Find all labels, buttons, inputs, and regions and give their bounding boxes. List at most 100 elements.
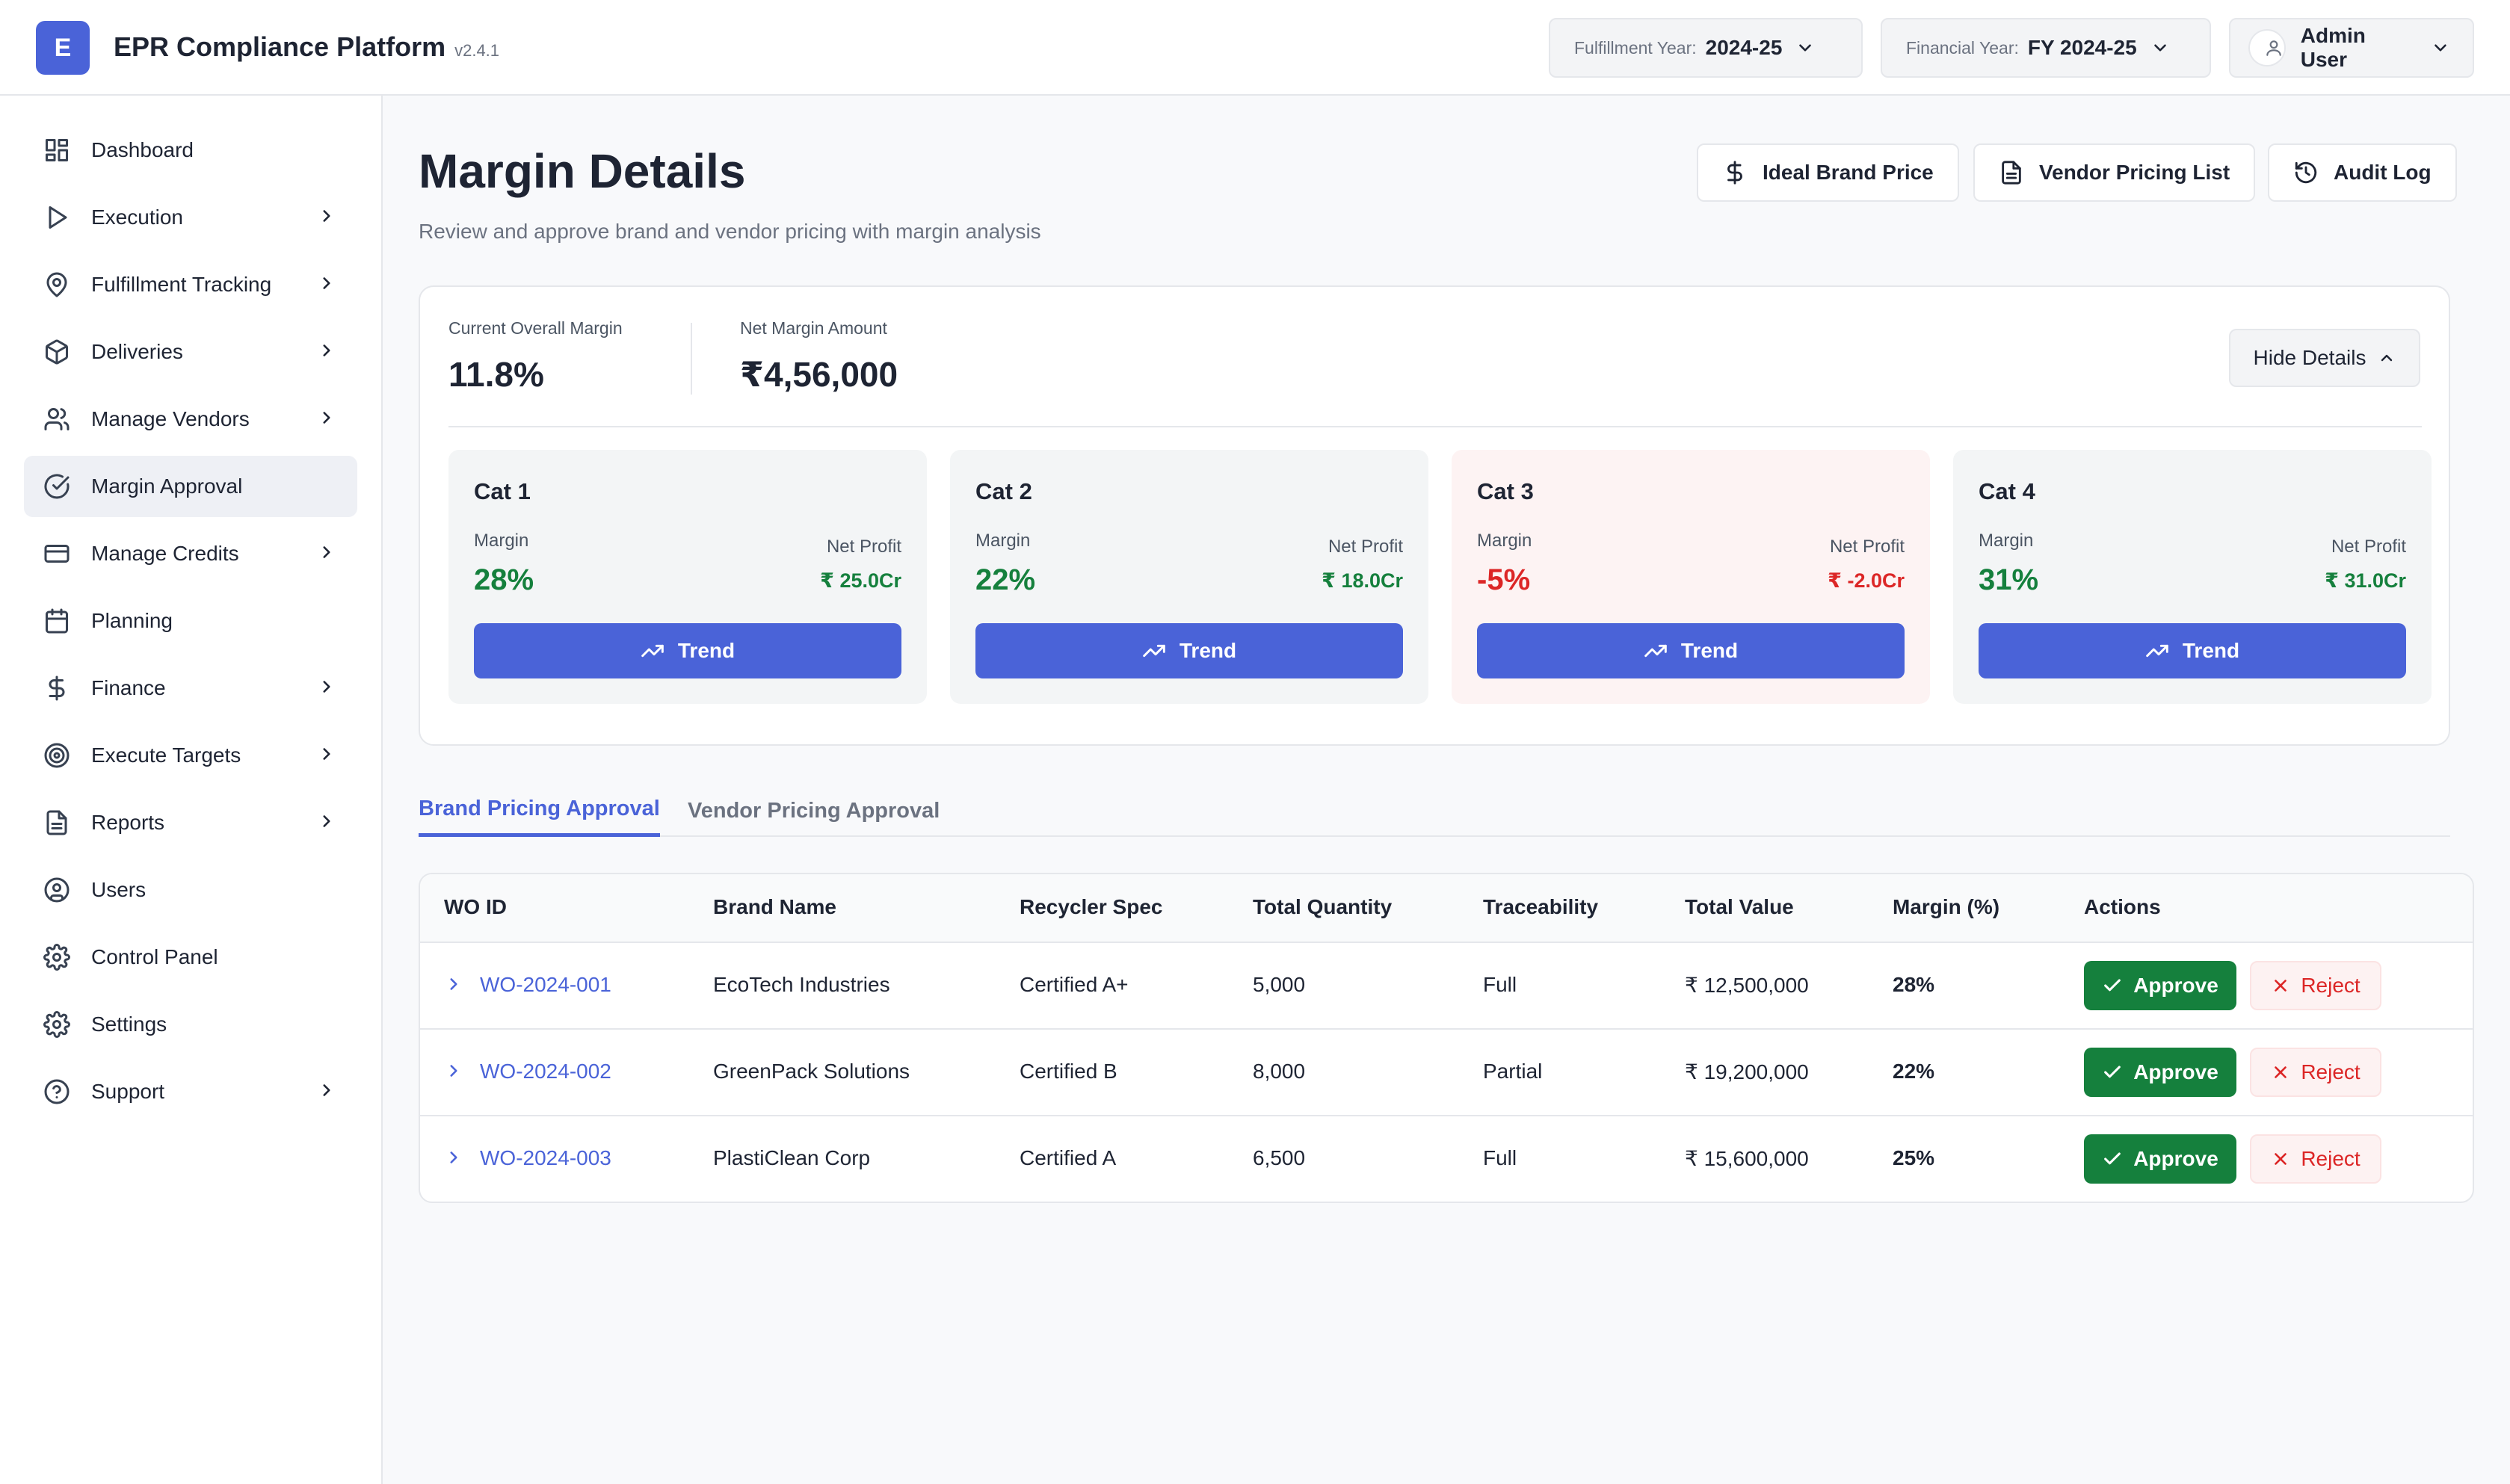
- sidebar-item-execution[interactable]: Execution: [24, 187, 357, 248]
- financial-year-select[interactable]: Financial Year: FY 2024-25: [1881, 18, 2211, 78]
- audit-log-label: Audit Log: [2334, 161, 2432, 184]
- sidebar-item-margin-approval[interactable]: Margin Approval: [24, 456, 357, 517]
- chevron-right-icon: [323, 546, 330, 558]
- sidebar-item-label: Deliveries: [91, 340, 183, 363]
- user-circle-icon: [44, 877, 70, 903]
- approve-button[interactable]: Approve: [2084, 1134, 2236, 1184]
- sidebar-item-users[interactable]: Users: [24, 859, 357, 921]
- category-net-profit-value: ₹ 31.0Cr: [2325, 569, 2406, 592]
- reject-button[interactable]: Reject: [2250, 1048, 2381, 1097]
- sidebar: Dashboard Execution Fulfillment Tracking De…: [0, 96, 383, 1484]
- sidebar-item-support[interactable]: Support: [24, 1061, 357, 1122]
- hide-details-label: Hide Details: [2253, 346, 2366, 369]
- total-quantity: 5,000: [1253, 973, 1306, 996]
- app-version: v2.4.1: [454, 41, 500, 60]
- sidebar-item-label: Execute Targets: [91, 743, 241, 767]
- sidebar-item-finance[interactable]: Finance: [24, 658, 357, 719]
- brand-name: PlastiClean Corp: [713, 1146, 871, 1169]
- brand-pricing-table: WO ID Brand Name Recycler Spec Total Quanti…: [419, 873, 2474, 1203]
- gear-icon-wrap: [42, 942, 72, 972]
- wo-id-link[interactable]: WO-2024-003: [480, 1146, 611, 1169]
- sidebar-item-label: Settings: [91, 1012, 167, 1036]
- sidebar-item-manage-vendors[interactable]: Manage Vendors: [24, 389, 357, 450]
- user-menu[interactable]: Admin User: [2229, 18, 2474, 78]
- chevron-right-wrap: [317, 1080, 336, 1105]
- traceability: Partial: [1483, 1060, 1543, 1083]
- gear-icon: [43, 944, 70, 971]
- trend-label: Trend: [2182, 639, 2240, 662]
- wo-id-link[interactable]: WO-2024-001: [480, 973, 611, 996]
- expand-row-toggle[interactable]: [444, 974, 463, 998]
- approve-button[interactable]: Approve: [2084, 961, 2236, 1010]
- sidebar-item-label: Dashboard: [91, 138, 194, 161]
- expand-row-toggle[interactable]: [444, 1061, 463, 1084]
- gear-icon-wrap: [42, 1010, 72, 1039]
- chevron-right-wrap: [317, 542, 336, 567]
- table-header: WO ID Brand Name Recycler Spec Total Quanti…: [420, 874, 2473, 943]
- sidebar-item-execute-targets[interactable]: Execute Targets: [24, 725, 357, 786]
- sidebar-item-deliveries[interactable]: Deliveries: [24, 321, 357, 383]
- sidebar-item-label: Users: [91, 878, 147, 901]
- category-name: Cat 1: [474, 478, 531, 504]
- sidebar-item-control-panel[interactable]: Control Panel: [24, 927, 357, 988]
- approve-button[interactable]: Approve: [2084, 1048, 2236, 1097]
- close-icon: [2275, 980, 2287, 992]
- reject-button[interactable]: Reject: [2250, 1134, 2381, 1184]
- grid-icon-wrap: [42, 135, 72, 165]
- expand-row-toggle[interactable]: [444, 1148, 463, 1171]
- margin-label: Margin: [1477, 531, 1532, 551]
- tab-brand-pricing-approval[interactable]: Brand Pricing Approval: [419, 785, 660, 837]
- column-header: Brand Name: [713, 895, 836, 918]
- sidebar-item-label: Reports: [91, 811, 165, 834]
- fulfillment-year-select[interactable]: Fulfillment Year: 2024-25: [1549, 18, 1863, 78]
- total-value: ₹ 19,200,000: [1685, 1060, 1809, 1083]
- category-name: Cat 2: [975, 478, 1032, 504]
- trending-up-icon: [1143, 644, 1165, 658]
- box-icon-wrap: [42, 337, 72, 367]
- net-margin-label: Net Margin Amount: [740, 318, 887, 338]
- sidebar-item-label: Support: [91, 1080, 165, 1103]
- user-icon: [2266, 40, 2281, 56]
- category-name: Cat 4: [1979, 478, 2035, 504]
- margin-summary-card: Current Overall Margin 11.8% Net Margin …: [419, 285, 2450, 746]
- audit-log-button[interactable]: Audit Log: [2268, 143, 2457, 202]
- chevron-right-icon: [323, 412, 330, 424]
- check-icon: [2104, 979, 2121, 992]
- sidebar-item-dashboard[interactable]: Dashboard: [24, 120, 357, 181]
- chevron-right-wrap: [317, 206, 336, 231]
- top-bar: E EPR Compliance Platform v2.4.1 Fulfillm…: [0, 0, 2510, 96]
- file-text-icon: [2002, 161, 2021, 185]
- recycler-spec: Certified B: [1020, 1060, 1117, 1083]
- sidebar-item-settings[interactable]: Settings: [24, 994, 357, 1055]
- sidebar-item-reports[interactable]: Reports: [24, 792, 357, 853]
- trend-button[interactable]: Trend: [975, 623, 1403, 678]
- chevron-right-icon: [323, 344, 330, 356]
- trending-up-icon: [2146, 644, 2168, 658]
- column-header: Recycler Spec: [1020, 895, 1163, 918]
- tab-vendor-pricing-approval[interactable]: Vendor Pricing Approval: [688, 798, 940, 823]
- vendor-pricing-list-button[interactable]: Vendor Pricing List: [1973, 143, 2256, 202]
- summary-divider: [691, 323, 692, 395]
- trend-button[interactable]: Trend: [1979, 623, 2406, 678]
- table-row: WO-2024-003 PlastiClean Corp Certified A 6,…: [420, 1116, 2473, 1202]
- summary-separator: [448, 426, 2422, 427]
- trend-label: Trend: [1680, 639, 1739, 662]
- trend-button[interactable]: Trend: [474, 623, 901, 678]
- sidebar-item-planning[interactable]: Planning: [24, 590, 357, 652]
- reject-button[interactable]: Reject: [2250, 961, 2381, 1010]
- wo-id-link[interactable]: WO-2024-002: [480, 1060, 611, 1083]
- table-row: WO-2024-001 EcoTech Industries Certified A…: [420, 943, 2473, 1030]
- hide-details-button[interactable]: Hide Details: [2229, 329, 2420, 387]
- help-circle-icon: [44, 1079, 70, 1104]
- target-icon: [44, 743, 70, 768]
- chevron-right-icon: [450, 1151, 457, 1163]
- sidebar-item-fulfillment-tracking[interactable]: Fulfillment Tracking: [24, 254, 357, 315]
- check-circle-icon-wrap: [42, 472, 72, 501]
- ideal-brand-price-button[interactable]: Ideal Brand Price: [1697, 143, 1959, 202]
- trend-button[interactable]: Trend: [1477, 623, 1905, 678]
- credit-card-icon: [44, 545, 70, 563]
- category-name: Cat 3: [1477, 478, 1534, 504]
- sidebar-item-manage-credits[interactable]: Manage Credits: [24, 523, 357, 584]
- category-margin-value: -5%: [1477, 563, 1531, 596]
- play-icon: [49, 206, 67, 229]
